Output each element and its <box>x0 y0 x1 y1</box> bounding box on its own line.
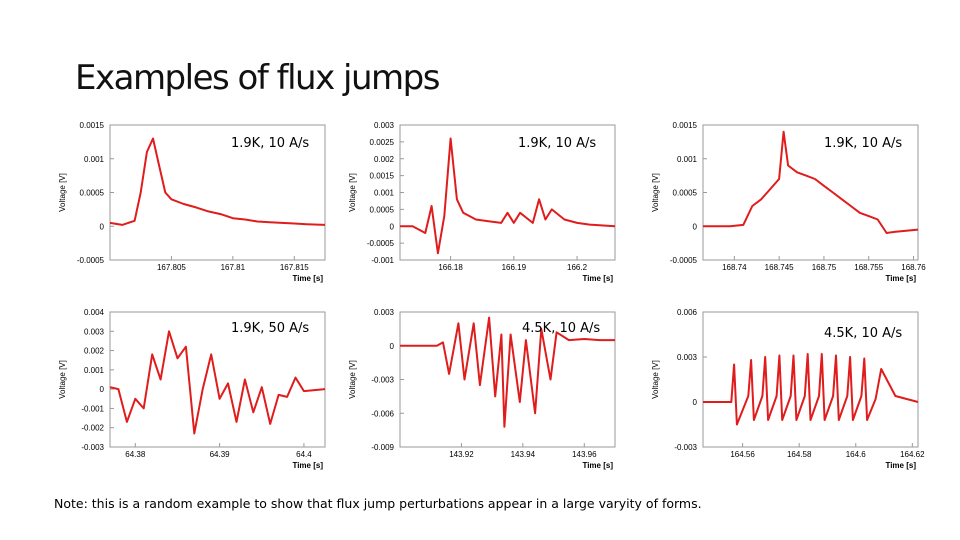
y-tick-label: 0 <box>693 222 698 231</box>
y-tick-label: 0.006 <box>677 308 698 317</box>
y-tick-label: 0.001 <box>677 155 698 164</box>
x-tick-label: 168.76 <box>901 263 926 272</box>
y-tick-label: 0.003 <box>374 121 395 130</box>
y-tick-label: 0 <box>390 342 395 351</box>
chart-panel: 0.006 0.003 0 -0.003 164.56 164.58 164.6 164.62… <box>648 307 925 482</box>
chart-caption: 4.5K, 10 A/s <box>522 321 601 336</box>
x-tick-label: 167.81 <box>221 263 246 272</box>
flux-jump-chart: 0.0015 0.001 0.0005 0 -0.0005 167.805 167.81 16… <box>58 121 326 283</box>
chart-panel: 0.0015 0.001 0.0005 0 -0.0005 167.805 167.81 16… <box>55 120 330 295</box>
y-tick-label: -0.009 <box>371 443 394 452</box>
y-tick-label: 0.003 <box>677 353 698 362</box>
voltage-trace <box>703 353 919 426</box>
y-tick-label: 0.0025 <box>370 138 395 147</box>
flux-jump-chart: 0.0015 0.001 0.0005 0 -0.0005 168.74 168.745 16… <box>651 121 926 283</box>
y-tick-label: 0.0005 <box>673 189 698 198</box>
y-tick-label: 0.001 <box>84 155 105 164</box>
y-tick-label: 0 <box>100 385 105 394</box>
y-tick-label: -0.0005 <box>367 239 395 248</box>
voltage-trace <box>109 330 326 435</box>
x-tick-label: 164.62 <box>900 450 925 459</box>
x-tick-label: 143.94 <box>511 450 536 459</box>
x-tick-label: 168.755 <box>854 263 883 272</box>
voltage-trace <box>400 137 616 255</box>
chart-panel: 0.004 0.003 0.002 0.001 0 -0.001 -0.002 -0.003 6… <box>55 307 330 482</box>
y-tick-label: 0 <box>390 222 395 231</box>
voltage-trace <box>109 137 326 226</box>
y-tick-label: -0.003 <box>81 443 104 452</box>
footnote: Note: this is a random example to show t… <box>54 496 702 511</box>
y-tick-label: 0.002 <box>84 347 105 356</box>
chart-panel: 0.003 0.0025 0.002 0.0015 0.001 0.0005 0 -0.000… <box>345 120 620 295</box>
y-tick-label: 0.001 <box>84 366 105 375</box>
y-tick-label: 0.0015 <box>370 172 395 181</box>
x-tick-label: 64.4 <box>296 450 312 459</box>
x-tick-label: 168.74 <box>722 263 747 272</box>
chart-caption: 1.9K, 50 A/s <box>231 321 310 336</box>
y-tick-label: 0.003 <box>84 327 105 336</box>
voltage-trace <box>400 316 615 428</box>
y-axis-label: Voltage [V] <box>651 360 660 399</box>
y-tick-label: 0.0005 <box>370 205 395 214</box>
y-axis-label: Voltage [V] <box>58 360 67 399</box>
x-tick-label: 64.39 <box>210 450 231 459</box>
y-axis-label: Voltage [V] <box>348 173 357 212</box>
x-tick-label: 64.38 <box>125 450 146 459</box>
x-tick-label: 164.6 <box>846 450 867 459</box>
y-tick-label: 0.003 <box>374 308 395 317</box>
y-axis-label: Voltage [V] <box>651 173 660 212</box>
y-tick-label: -0.003 <box>674 443 697 452</box>
y-tick-label: -0.001 <box>371 256 394 265</box>
x-tick-label: 166.19 <box>502 263 527 272</box>
x-tick-label: 164.58 <box>787 450 812 459</box>
x-axis-label: Time [s] <box>292 274 323 283</box>
x-tick-label: 167.815 <box>280 263 309 272</box>
x-tick-label: 164.56 <box>730 450 755 459</box>
flux-jump-chart: 0.003 0 -0.003 -0.006 -0.009 143.92 143.94 143.… <box>348 308 616 470</box>
flux-jump-chart: 0.004 0.003 0.002 0.001 0 -0.001 -0.002 -0.003 6… <box>58 308 326 470</box>
y-axis-label: Voltage [V] <box>58 173 67 212</box>
x-tick-label: 167.805 <box>157 263 186 272</box>
x-axis-label: Time [s] <box>292 461 323 470</box>
y-tick-label: 0.004 <box>84 308 105 317</box>
x-axis-label: Time [s] <box>885 461 916 470</box>
y-tick-label: 0.0015 <box>80 121 105 130</box>
chart-panel: 0.003 0 -0.003 -0.006 -0.009 143.92 143.94 143.… <box>345 307 620 482</box>
x-axis-label: Time [s] <box>885 274 916 283</box>
x-tick-label: 143.96 <box>572 450 597 459</box>
y-tick-label: 0.0005 <box>80 189 105 198</box>
chart-caption: 1.9K, 10 A/s <box>824 136 903 151</box>
y-tick-label: -0.002 <box>81 424 104 433</box>
chart-caption: 1.9K, 10 A/s <box>231 136 310 151</box>
x-tick-label: 143.92 <box>449 450 474 459</box>
plot-frame <box>109 311 326 448</box>
x-axis-label: Time [s] <box>582 461 613 470</box>
y-tick-label: 0.002 <box>374 155 395 164</box>
y-tick-label: -0.0005 <box>670 256 698 265</box>
chart-panel: 0.0015 0.001 0.0005 0 -0.0005 168.74 168.745 16… <box>648 120 926 295</box>
y-tick-label: -0.001 <box>81 404 104 413</box>
y-tick-label: -0.003 <box>371 376 394 385</box>
slide-title: Examples of flux jumps <box>75 58 440 98</box>
x-tick-label: 168.745 <box>765 263 794 272</box>
chart-caption: 1.9K, 10 A/s <box>518 136 597 151</box>
x-tick-label: 168.75 <box>812 263 837 272</box>
flux-jump-chart: 0.003 0.0025 0.002 0.0015 0.001 0.0005 0 -0.000… <box>348 121 616 283</box>
x-axis-label: Time [s] <box>582 274 613 283</box>
voltage-trace <box>703 130 919 234</box>
y-tick-label: -0.006 <box>371 409 394 418</box>
x-tick-label: 166.18 <box>438 263 463 272</box>
chart-caption: 4.5K, 10 A/s <box>824 326 903 341</box>
flux-jump-chart: 0.006 0.003 0 -0.003 164.56 164.58 164.6 164.62… <box>651 308 925 470</box>
y-tick-label: 0.0015 <box>673 121 698 130</box>
y-tick-label: 0 <box>100 222 105 231</box>
y-tick-label: 0 <box>693 398 698 407</box>
y-tick-label: -0.0005 <box>77 256 105 265</box>
y-tick-label: 0.001 <box>374 189 395 198</box>
y-axis-label: Voltage [V] <box>348 360 357 399</box>
plot-frame <box>702 311 919 448</box>
x-tick-label: 166.2 <box>567 263 588 272</box>
